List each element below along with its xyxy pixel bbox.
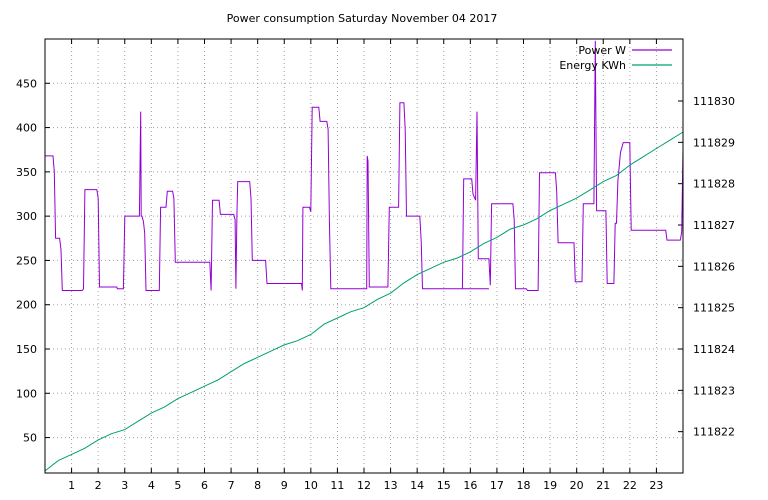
x-tick-label: 4 (148, 479, 155, 492)
y-tick-label: 450 (16, 77, 37, 90)
series (44, 40, 684, 472)
x-tick-label: 12 (357, 479, 371, 492)
axes: 1 2 3 4 5 6 7 8 9 10 11 12 13 14 15 16 17 18 19 20 21 22 23501… (16, 39, 735, 492)
x-tick-label: 7 (228, 479, 235, 492)
x-tick-label: 8 (254, 479, 261, 492)
y-tick-label: 100 (16, 387, 37, 400)
x-tick-label: 14 (410, 479, 424, 492)
x-tick-label: 2 (95, 479, 102, 492)
y2-tick-label: 111824 (693, 343, 735, 356)
y2-tick-label: 111828 (693, 178, 735, 191)
series-line-power (45, 40, 684, 291)
legend-label-energy: Energy KWh (559, 59, 626, 72)
y2-tick-label: 111829 (693, 136, 735, 149)
y2-tick-label: 111826 (693, 260, 735, 273)
series-line-energy (44, 131, 684, 472)
x-tick-label: 17 (490, 479, 504, 492)
x-tick-label: 1 (68, 479, 75, 492)
y2-tick-label: 111830 (693, 95, 735, 108)
x-tick-label: 13 (384, 479, 398, 492)
y2-tick-label: 111827 (693, 219, 735, 232)
x-tick-label: 20 (570, 479, 584, 492)
x-tick-label: 11 (330, 479, 344, 492)
y-tick-label: 50 (23, 432, 37, 445)
x-tick-label: 5 (174, 479, 181, 492)
grid (45, 39, 683, 473)
y2-tick-label: 111825 (693, 302, 735, 315)
y-tick-label: 300 (16, 210, 37, 223)
x-tick-label: 10 (304, 479, 318, 492)
legend: Power W Energy KWh (559, 44, 672, 72)
x-tick-label: 3 (121, 479, 128, 492)
x-tick-label: 6 (201, 479, 208, 492)
x-tick-label: 18 (517, 479, 531, 492)
legend-label-power: Power W (578, 44, 626, 57)
y-tick-label: 250 (16, 254, 37, 267)
x-tick-label: 23 (649, 479, 663, 492)
plot-frame (44, 38, 684, 474)
y2-tick-label: 111822 (693, 426, 735, 439)
x-tick-label: 15 (437, 479, 451, 492)
x-tick-label: 19 (543, 479, 557, 492)
y2-tick-label: 111823 (693, 384, 735, 397)
y-tick-label: 200 (16, 299, 37, 312)
y-tick-label: 400 (16, 122, 37, 135)
x-tick-label: 22 (623, 479, 637, 492)
x-tick-label: 9 (281, 479, 288, 492)
chart-title: Power consumption Saturday November 04 2… (227, 12, 498, 25)
y-tick-label: 150 (16, 343, 37, 356)
y-tick-label: 350 (16, 166, 37, 179)
x-tick-label: 21 (596, 479, 610, 492)
x-tick-label: 16 (463, 479, 477, 492)
